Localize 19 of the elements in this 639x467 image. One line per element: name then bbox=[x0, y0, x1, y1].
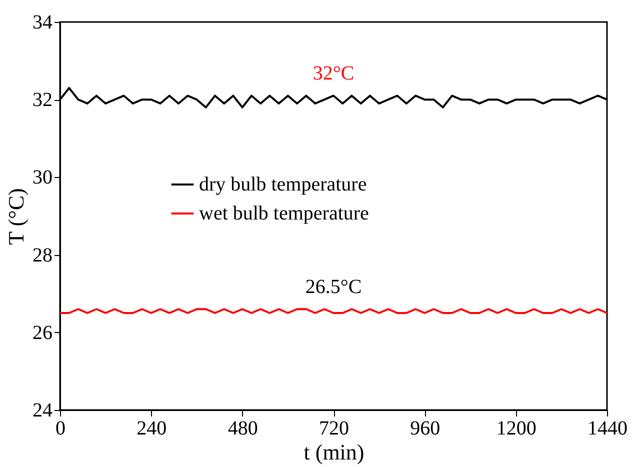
x-tick-label: 240 bbox=[136, 418, 167, 440]
x-tick-label: 1200 bbox=[496, 418, 536, 440]
y-tick-label: 28 bbox=[32, 244, 52, 266]
annotation: 32°C bbox=[312, 62, 354, 85]
y-tick-label: 34 bbox=[32, 12, 52, 34]
y-tick-label: 30 bbox=[32, 166, 52, 189]
y-axis-title: T (°C) bbox=[4, 188, 28, 245]
x-tick-label: 0 bbox=[56, 418, 66, 440]
x-tick-label: 480 bbox=[228, 418, 258, 440]
y-tick-label: 26 bbox=[32, 322, 52, 344]
y-tick-label: 24 bbox=[32, 400, 52, 422]
x-axis-title: t (min) bbox=[304, 440, 364, 464]
legend-label: dry bulb temperature bbox=[199, 174, 367, 196]
x-tick-label: 960 bbox=[410, 418, 440, 440]
annotation: 26.5°C bbox=[305, 276, 362, 298]
legend-label: wet bulb temperature bbox=[199, 202, 370, 224]
x-tick-label: 1440 bbox=[588, 418, 628, 440]
y-tick-label: 32 bbox=[32, 89, 52, 112]
x-tick-label: 720 bbox=[319, 418, 349, 440]
